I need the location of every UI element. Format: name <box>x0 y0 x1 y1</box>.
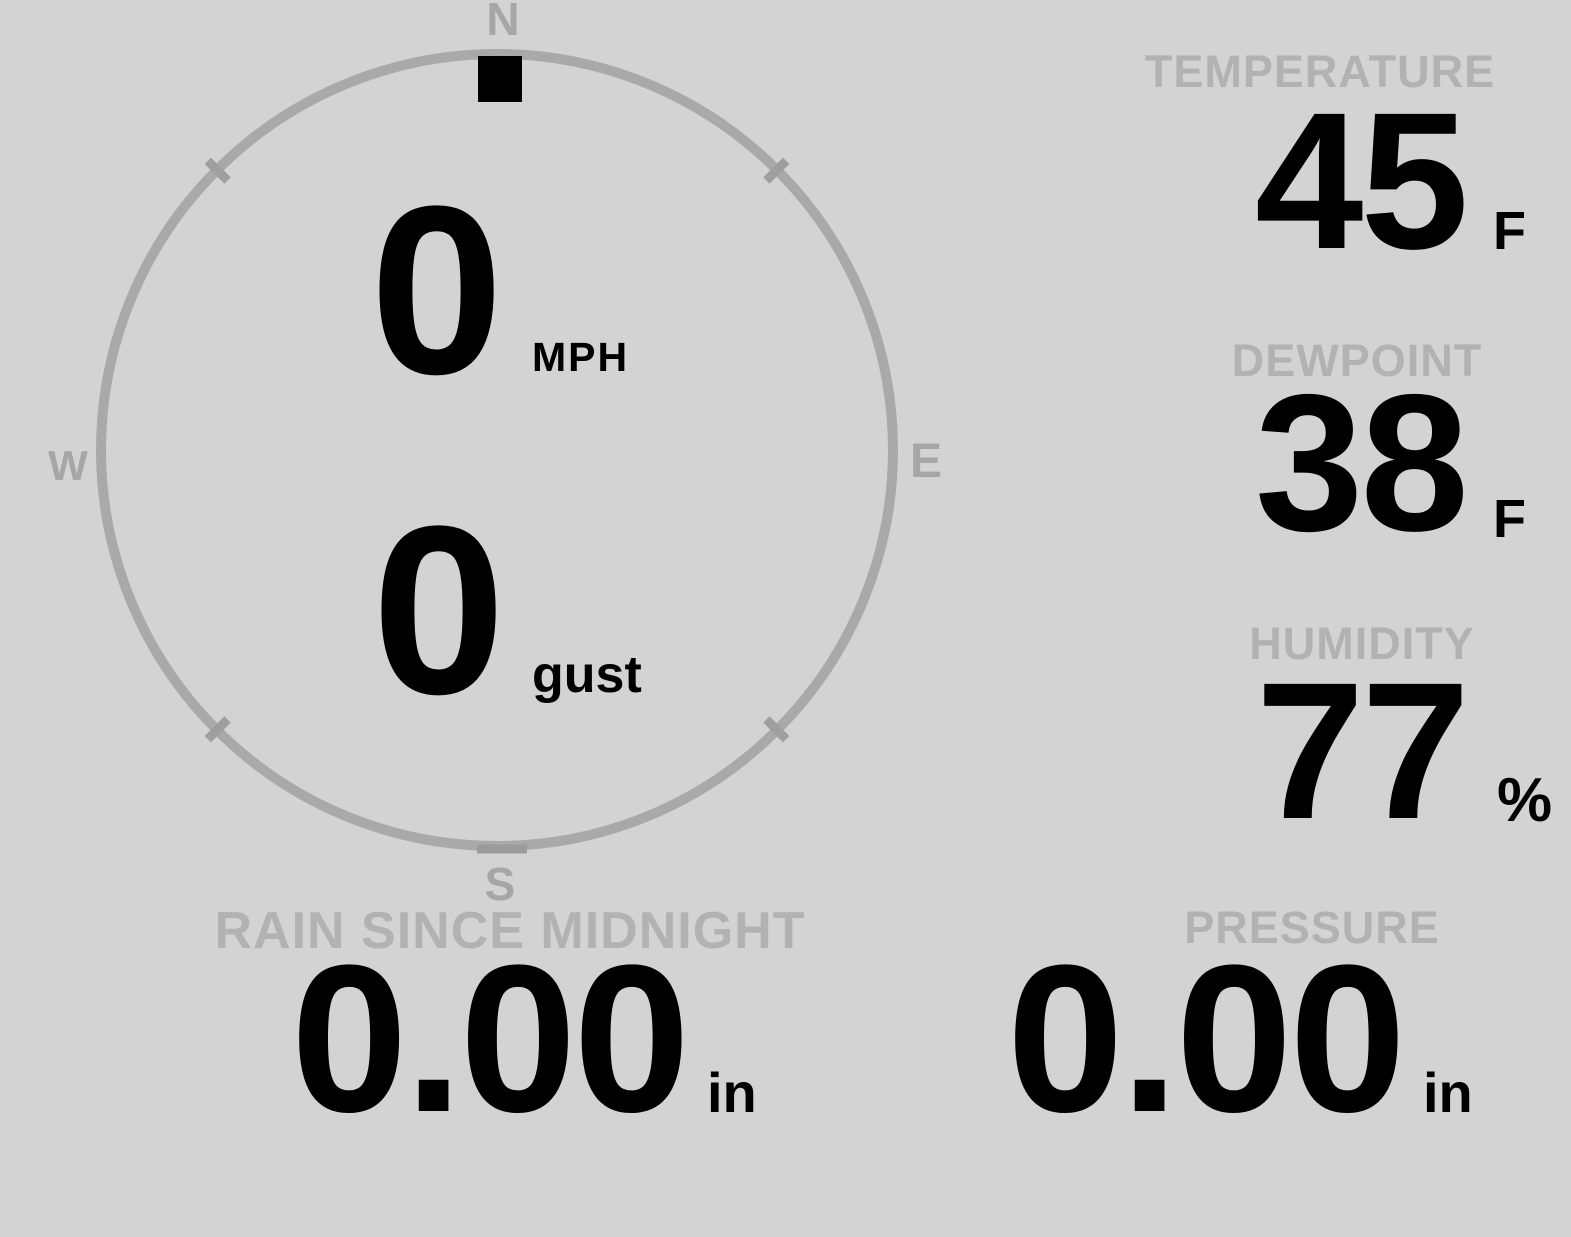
dewpoint-label: DEWPOINT <box>1231 335 1483 386</box>
humidity-unit: % <box>1497 766 1553 835</box>
wind-gust-unit: gust <box>532 646 642 704</box>
compass-south-label: S <box>484 858 516 910</box>
compass-ring-icon <box>96 49 898 854</box>
humidity-value: 77 <box>1255 642 1470 860</box>
temperature-unit: F <box>1493 201 1526 261</box>
dewpoint-value: 38 <box>1254 354 1469 572</box>
rain-value: 0.00 <box>290 921 690 1156</box>
wind-speed-unit: MPH <box>532 334 630 380</box>
humidity-label: HUMIDITY <box>1249 618 1475 669</box>
wind-direction-marker-icon <box>478 56 522 102</box>
pressure-unit: in <box>1423 1061 1473 1124</box>
dewpoint-unit: F <box>1493 489 1526 549</box>
pressure-value: 0.00 <box>1006 921 1406 1156</box>
compass-east-label: E <box>909 435 943 488</box>
wind-gust-value: 0 <box>372 476 505 744</box>
pressure-label: PRESSURE <box>1184 902 1440 953</box>
rain-unit: in <box>707 1061 757 1124</box>
temperature-value: 45 <box>1254 72 1469 290</box>
temperature-label: TEMPERATURE <box>1144 46 1496 97</box>
rain-label: RAIN SINCE MIDNIGHT <box>214 902 806 960</box>
wind-speed-value: 0 <box>370 156 503 424</box>
compass-north-label: N <box>486 0 520 45</box>
compass-west-label: W <box>48 442 88 489</box>
